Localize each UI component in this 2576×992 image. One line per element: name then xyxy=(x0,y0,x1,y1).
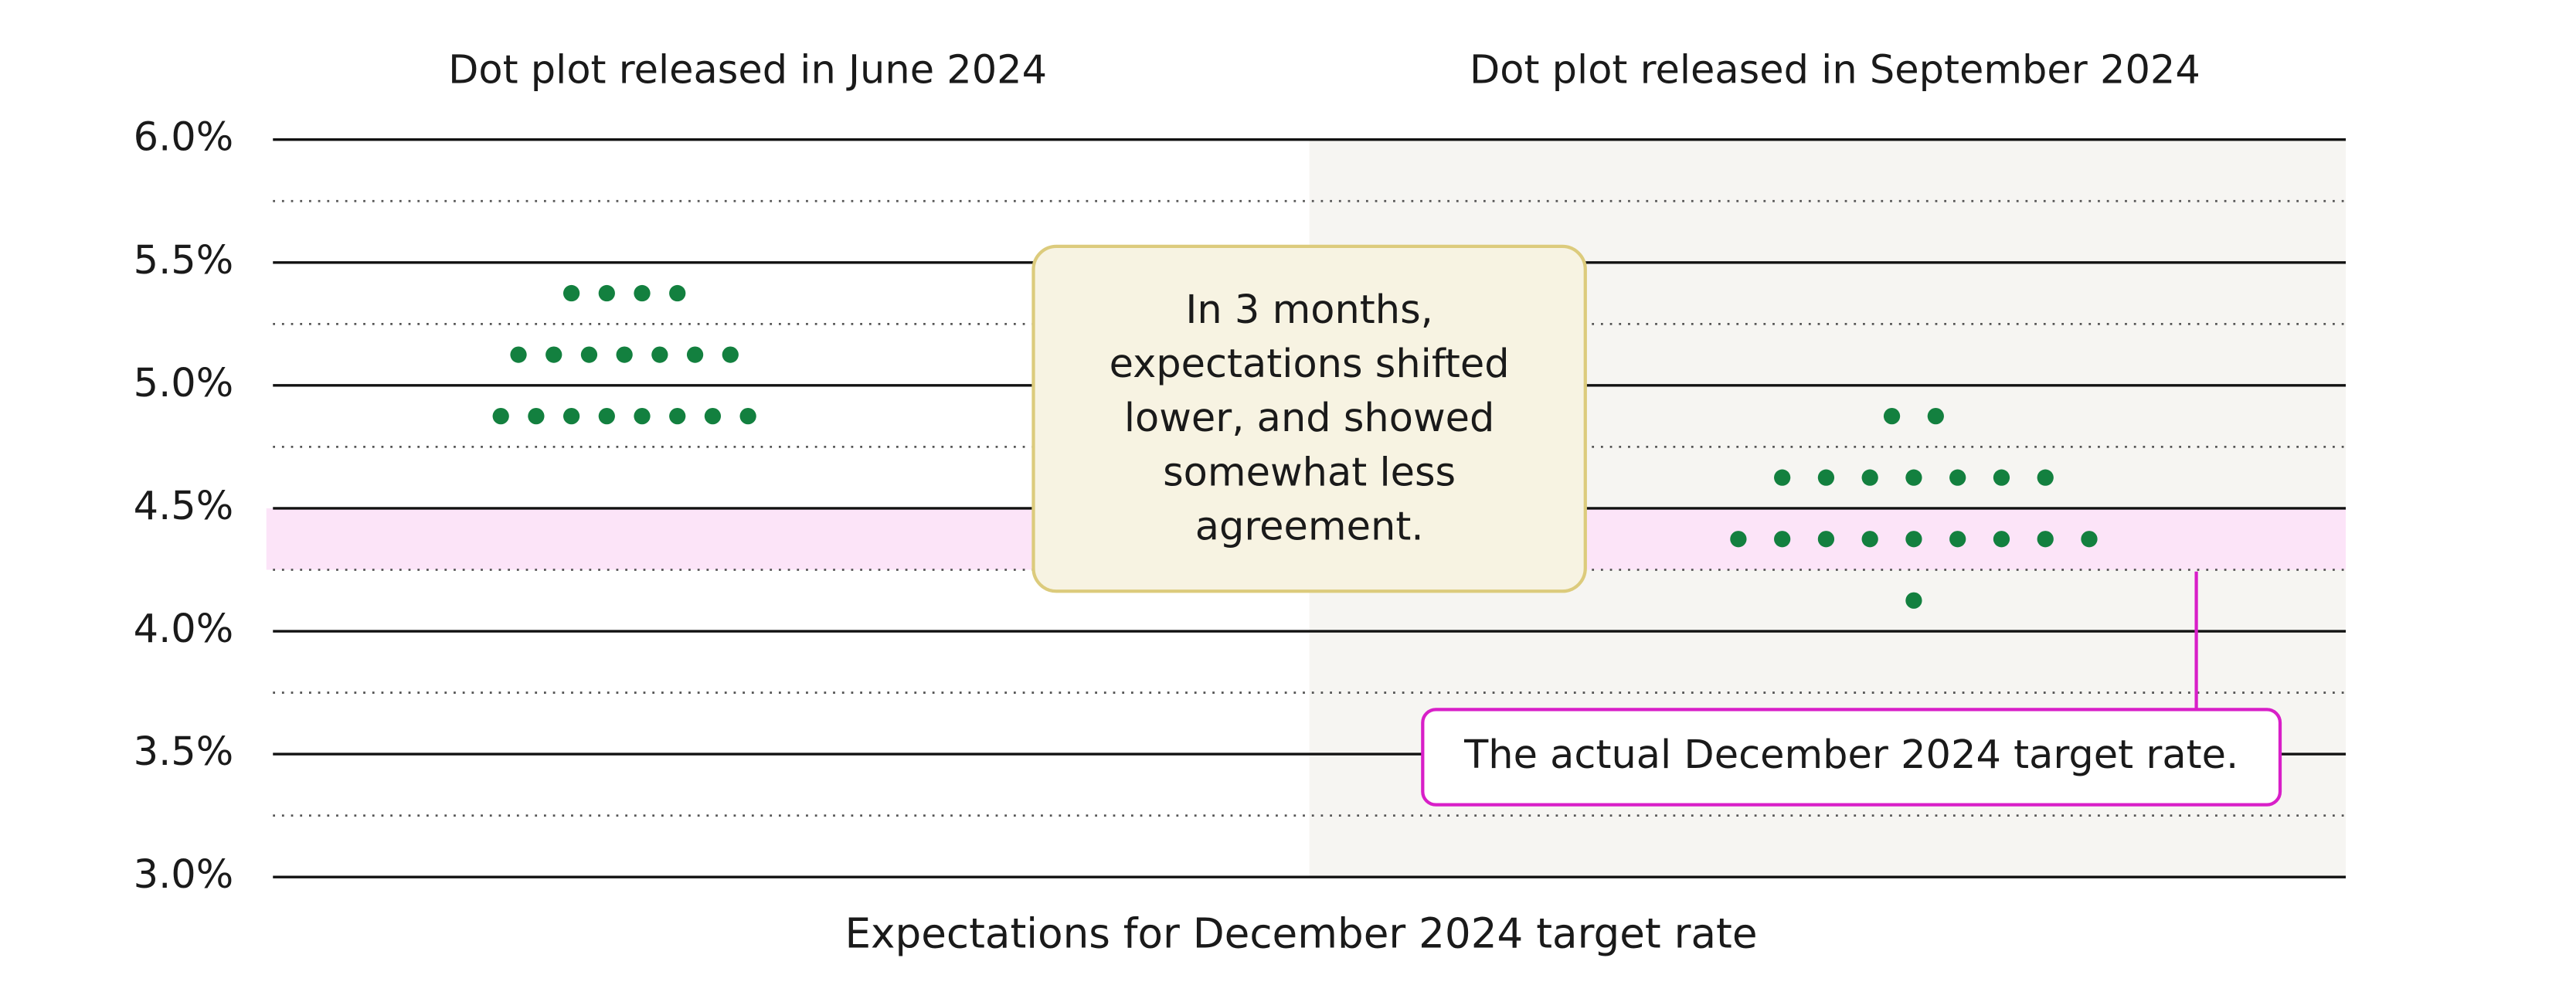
dot xyxy=(1927,408,1944,425)
dot xyxy=(1949,469,1966,486)
annotation-text: expectations shifted xyxy=(1110,341,1510,387)
dot xyxy=(528,408,545,425)
y-tick-label: 3.5% xyxy=(134,729,234,775)
dot xyxy=(510,346,527,363)
panel-title: Dot plot released in June 2024 xyxy=(448,48,1047,93)
annotation-box xyxy=(1421,708,2282,807)
dot xyxy=(2037,531,2054,548)
annotation-box xyxy=(1031,244,1587,593)
dot xyxy=(739,408,756,425)
dot xyxy=(1730,531,1747,548)
dot xyxy=(1817,469,1835,486)
annotation-text: In 3 months, xyxy=(1185,287,1433,333)
y-tick-label: 5.0% xyxy=(134,361,234,406)
dot xyxy=(1774,531,1791,548)
dot xyxy=(2037,469,2054,486)
dot xyxy=(1817,531,1835,548)
x-axis-label: Expectations for December 2024 target ra… xyxy=(845,909,1757,957)
dot xyxy=(1949,531,1966,548)
dot xyxy=(1993,469,2010,486)
dot xyxy=(1774,469,1791,486)
dot xyxy=(1905,592,1922,609)
y-tick-label: 5.5% xyxy=(134,238,234,284)
dot xyxy=(722,346,739,363)
dot xyxy=(545,346,562,363)
annotation-text: lower, and showed xyxy=(1124,396,1495,441)
dot xyxy=(669,284,686,302)
dot xyxy=(634,408,651,425)
panel-title: Dot plot released in September 2024 xyxy=(1470,48,2200,93)
dot xyxy=(580,346,598,363)
dot xyxy=(1905,469,1922,486)
dot xyxy=(1861,469,1878,486)
y-tick-label: 3.0% xyxy=(134,852,234,898)
dot xyxy=(704,408,722,425)
dot xyxy=(492,408,509,425)
dot xyxy=(598,408,615,425)
annotation-text: agreement. xyxy=(1195,504,1424,550)
dot xyxy=(616,346,633,363)
annotation-text: The actual December 2024 target rate. xyxy=(1463,732,2238,778)
annotation-text: somewhat less xyxy=(1163,450,1456,495)
y-tick-label: 4.0% xyxy=(134,606,234,652)
y-tick-label: 6.0% xyxy=(134,115,234,161)
dot xyxy=(1993,531,2010,548)
dot xyxy=(562,408,580,425)
dot xyxy=(1905,531,1922,548)
dot xyxy=(598,284,615,302)
dot xyxy=(2081,531,2098,548)
dot xyxy=(1861,531,1878,548)
y-tick-label: 4.5% xyxy=(134,484,234,529)
dot xyxy=(651,346,668,363)
dot xyxy=(669,408,686,425)
dot xyxy=(634,284,651,302)
dot xyxy=(686,346,704,363)
dot xyxy=(562,284,580,302)
dot xyxy=(1883,408,1901,425)
